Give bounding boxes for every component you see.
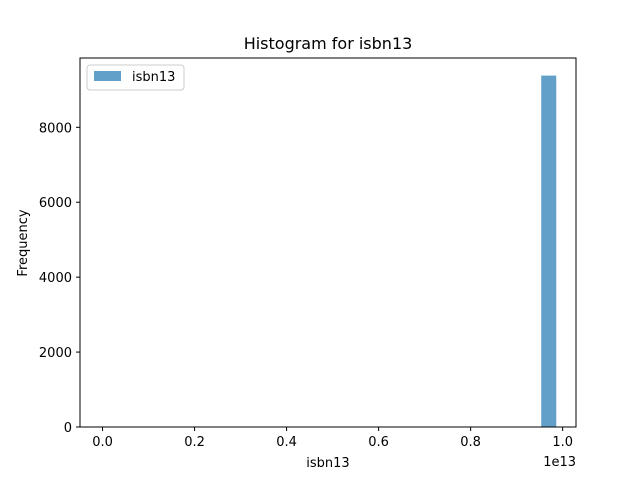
y-tick-label: 6000 [39,196,72,211]
y-tick-label: 2000 [39,346,72,361]
x-axis-label: isbn13 [306,456,349,471]
x-tick-label: 0.4 [276,435,297,450]
legend-swatch [94,71,121,81]
y-tick-label: 8000 [39,121,72,136]
y-tick-label: 0 [64,421,72,436]
legend-label: isbn13 [132,70,175,85]
x-tick-label: 1.0 [552,435,573,450]
y-axis-label: Frequency [16,209,31,276]
legend: isbn13 [86,64,185,91]
plot-frame [79,57,577,428]
x-tick-label: 0.2 [184,435,205,450]
x-tick-label: 0.6 [368,435,389,450]
x-axis-ticks: 0.0 0.2 0.4 0.6 0.8 1.0 [92,427,573,450]
y-axis-ticks: 0 2000 4000 6000 8000 [39,121,80,436]
x-offset-label: 1e13 [543,455,576,470]
y-tick-label: 4000 [39,271,72,286]
histogram-bar [541,75,557,427]
x-tick-label: 0.0 [92,435,113,450]
chart-title: Histogram for isbn13 [244,34,413,53]
x-tick-label: 0.8 [460,435,481,450]
